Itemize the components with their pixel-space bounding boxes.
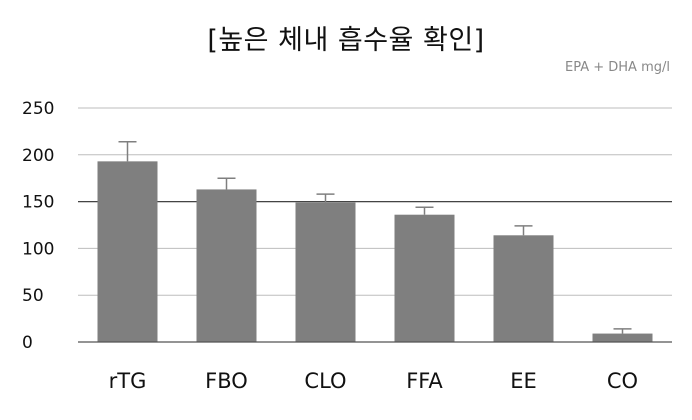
- y-tick-label: 250: [22, 99, 54, 119]
- y-tick-label: 200: [22, 146, 54, 166]
- x-tick-label: CO: [607, 369, 638, 393]
- chart-title: [높은 체내 흡수율 확인]: [207, 25, 485, 56]
- bar-clo: [295, 202, 356, 342]
- bar-fbo: [196, 189, 257, 342]
- bar-ee: [493, 235, 554, 342]
- bar-co: [592, 333, 653, 342]
- x-tick-label: rTG: [109, 369, 147, 393]
- y-tick-label: 150: [22, 193, 54, 213]
- x-tick-label: FBO: [205, 369, 248, 393]
- bar-rtg: [97, 161, 158, 342]
- bar-ffa: [394, 214, 455, 342]
- x-tick-label: EE: [510, 369, 537, 393]
- unit-label: EPA + DHA mg/l: [565, 60, 670, 75]
- y-tick-label: 50: [22, 286, 44, 306]
- x-tick-label: CLO: [304, 369, 346, 393]
- y-tick-label: 0: [22, 333, 33, 353]
- x-tick-label: FFA: [406, 369, 443, 393]
- y-tick-label: 100: [22, 239, 54, 259]
